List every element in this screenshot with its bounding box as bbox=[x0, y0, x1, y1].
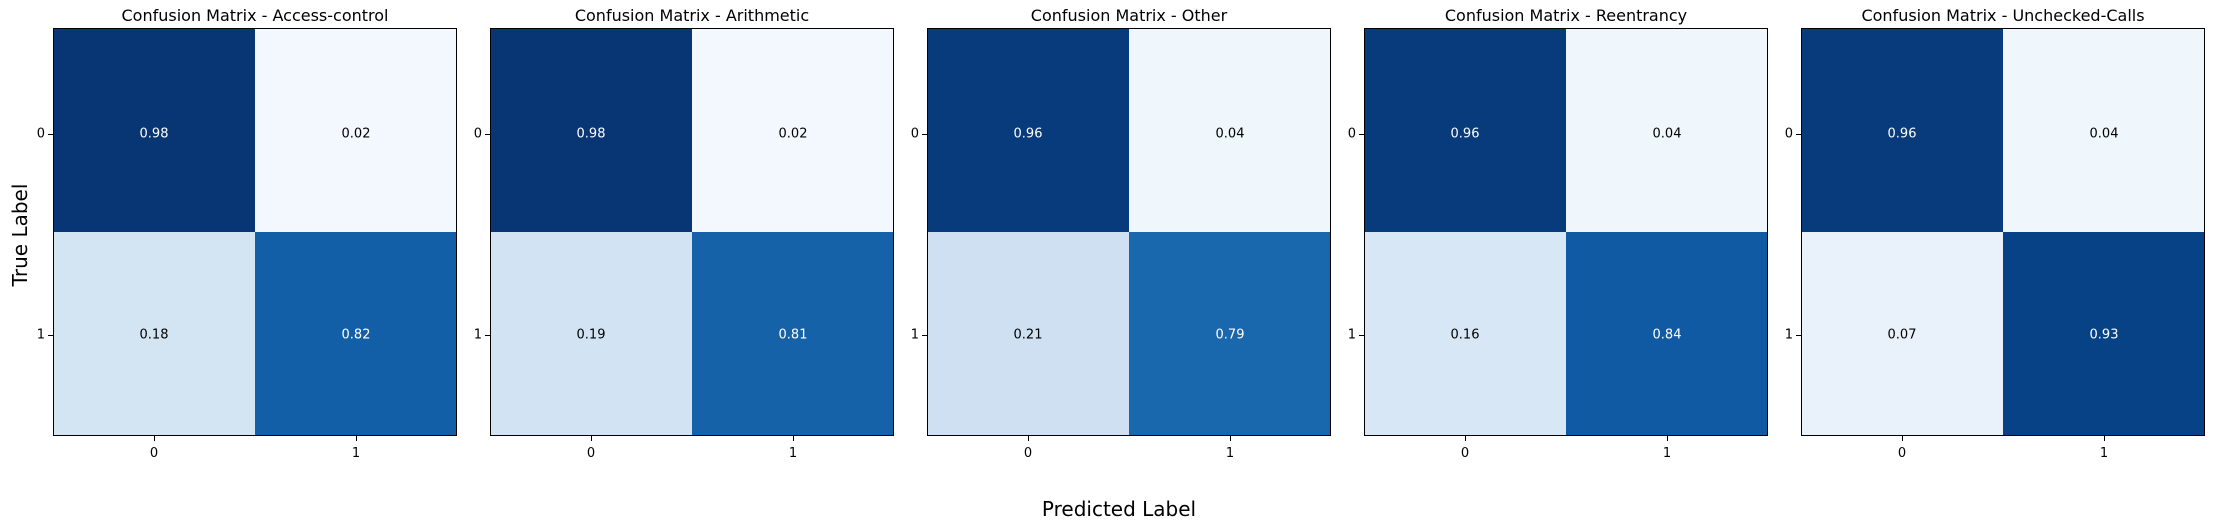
matrix-cell: 0.04 bbox=[1566, 28, 1768, 232]
plot-frame bbox=[927, 28, 1331, 436]
x-tick-label: 1 bbox=[1225, 446, 1235, 461]
y-tick-label: 0 bbox=[36, 126, 45, 142]
x-tick-mark bbox=[1027, 436, 1029, 441]
matrix-cell: 0.79 bbox=[1129, 232, 1331, 436]
cell-value-label: 0.98 bbox=[576, 126, 606, 142]
x-tick-label: 0 bbox=[586, 446, 596, 461]
matrix-cell: 0.21 bbox=[927, 232, 1129, 436]
x-tick-mark bbox=[355, 436, 357, 441]
y-tick-label: 1 bbox=[1347, 327, 1356, 343]
y-tick-mark bbox=[1796, 133, 1801, 135]
y-tick-mark bbox=[1796, 334, 1801, 336]
cell-value-label: 0.84 bbox=[1652, 327, 1682, 343]
panel-title: Confusion Matrix - Arithmetic bbox=[574, 6, 810, 25]
matrix-cell: 0.96 bbox=[1364, 28, 1566, 232]
y-tick-mark bbox=[1359, 334, 1364, 336]
matrix-cell: 0.98 bbox=[53, 28, 255, 232]
cell-value-label: 0.98 bbox=[139, 126, 169, 142]
x-tick-mark bbox=[792, 436, 794, 441]
x-tick-mark bbox=[153, 436, 155, 441]
matrix-cell: 0.16 bbox=[1364, 232, 1566, 436]
x-tick-label: 1 bbox=[788, 446, 798, 461]
matrix-cell: 0.18 bbox=[53, 232, 255, 436]
cell-value-label: 0.19 bbox=[576, 327, 606, 343]
panel-title: Confusion Matrix - Reentrancy bbox=[1444, 6, 1688, 25]
cell-value-label: 0.18 bbox=[139, 327, 169, 343]
cell-value-label: 0.82 bbox=[341, 327, 371, 343]
cell-value-label: 0.21 bbox=[1013, 327, 1043, 343]
cell-value-label: 0.02 bbox=[778, 126, 808, 142]
plot-frame bbox=[490, 28, 894, 436]
x-tick-label: 0 bbox=[149, 446, 159, 461]
x-tick-mark bbox=[590, 436, 592, 441]
cell-value-label: 0.04 bbox=[1652, 126, 1682, 142]
x-axis-label: Predicted Label bbox=[1041, 497, 1197, 521]
panel-title: Confusion Matrix - Unchecked-Calls bbox=[1861, 6, 2145, 25]
cell-value-label: 0.07 bbox=[1887, 327, 1917, 343]
x-tick-mark bbox=[2103, 436, 2105, 441]
plot-frame bbox=[1364, 28, 1768, 436]
y-tick-mark bbox=[485, 133, 490, 135]
matrix-cell: 0.84 bbox=[1566, 232, 1768, 436]
y-tick-mark bbox=[48, 334, 53, 336]
cell-value-label: 0.93 bbox=[2089, 327, 2119, 343]
panel-title: Confusion Matrix - Access-control bbox=[121, 6, 389, 25]
matrix-cell: 0.93 bbox=[2003, 232, 2205, 436]
cell-value-label: 0.79 bbox=[1215, 327, 1245, 343]
cell-value-label: 0.96 bbox=[1450, 126, 1480, 142]
cell-value-label: 0.96 bbox=[1013, 126, 1043, 142]
matrix-cell: 0.19 bbox=[490, 232, 692, 436]
matrix-cell: 0.07 bbox=[1801, 232, 2003, 436]
matrix-cell: 0.04 bbox=[1129, 28, 1331, 232]
cell-value-label: 0.96 bbox=[1887, 126, 1917, 142]
x-tick-label: 0 bbox=[1897, 446, 1907, 461]
y-tick-mark bbox=[485, 334, 490, 336]
matrix-cell: 0.96 bbox=[1801, 28, 2003, 232]
panel-title: Confusion Matrix - Other bbox=[1030, 6, 1228, 25]
x-tick-label: 0 bbox=[1023, 446, 1033, 461]
y-axis-label: True Label bbox=[8, 183, 32, 287]
matrix-cell: 0.82 bbox=[255, 232, 457, 436]
x-tick-label: 1 bbox=[1662, 446, 1672, 461]
y-tick-mark bbox=[1359, 133, 1364, 135]
y-tick-label: 1 bbox=[910, 327, 919, 343]
matrix-cell: 0.02 bbox=[692, 28, 894, 232]
x-tick-label: 1 bbox=[2099, 446, 2109, 461]
x-tick-label: 1 bbox=[351, 446, 361, 461]
plot-frame bbox=[1801, 28, 2205, 436]
x-tick-mark bbox=[1229, 436, 1231, 441]
y-tick-mark bbox=[48, 133, 53, 135]
y-tick-label: 1 bbox=[1784, 327, 1793, 343]
cell-value-label: 0.04 bbox=[1215, 126, 1245, 142]
matrix-cell: 0.02 bbox=[255, 28, 457, 232]
x-tick-mark bbox=[1464, 436, 1466, 441]
matrix-cell: 0.04 bbox=[2003, 28, 2205, 232]
cell-value-label: 0.16 bbox=[1450, 327, 1480, 343]
y-tick-label: 1 bbox=[473, 327, 482, 343]
x-tick-mark bbox=[1901, 436, 1903, 441]
x-tick-mark bbox=[1666, 436, 1668, 441]
y-tick-label: 0 bbox=[1784, 126, 1793, 142]
plot-frame bbox=[53, 28, 457, 436]
y-tick-label: 0 bbox=[473, 126, 482, 142]
y-tick-label: 0 bbox=[910, 126, 919, 142]
y-tick-mark bbox=[922, 334, 927, 336]
matrix-cell: 0.98 bbox=[490, 28, 692, 232]
cell-value-label: 0.04 bbox=[2089, 126, 2119, 142]
y-tick-label: 1 bbox=[36, 327, 45, 343]
y-tick-mark bbox=[922, 133, 927, 135]
matrix-cell: 0.96 bbox=[927, 28, 1129, 232]
cell-value-label: 0.81 bbox=[778, 327, 808, 343]
y-tick-label: 0 bbox=[1347, 126, 1356, 142]
matrix-cell: 0.81 bbox=[692, 232, 894, 436]
cell-value-label: 0.02 bbox=[341, 126, 371, 142]
x-tick-label: 0 bbox=[1460, 446, 1470, 461]
